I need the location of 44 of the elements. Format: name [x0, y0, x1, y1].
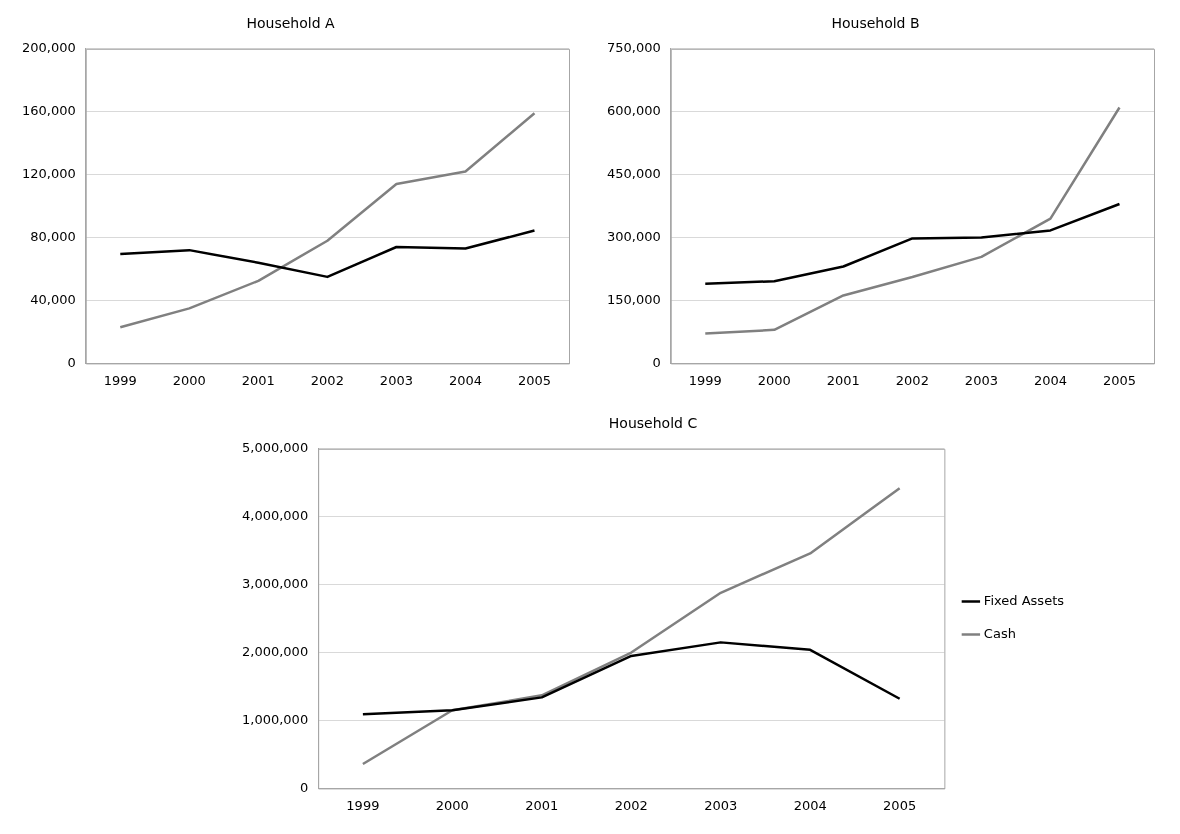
- legend-label: Fixed Assets: [983, 592, 1065, 608]
- x-tick-label: 1999: [346, 797, 380, 813]
- x-tick-label: 2002: [895, 372, 929, 388]
- x-tick-label: 2004: [1033, 372, 1067, 388]
- y-tick-label: 160,000: [21, 103, 76, 119]
- x-tick-label: 2000: [172, 372, 206, 388]
- x-tick-label: 2004: [793, 797, 827, 813]
- y-tick-label: 0: [652, 354, 661, 370]
- y-tick-label: 150,000: [606, 291, 661, 307]
- y-tick-label: 300,000: [606, 228, 661, 244]
- legend-label: Cash: [983, 625, 1016, 641]
- y-tick-label: 2,000,000: [241, 643, 309, 659]
- y-tick-label: 1,000,000: [241, 711, 309, 727]
- x-tick-label: 2003: [964, 372, 998, 388]
- x-tick-label: 1999: [688, 372, 722, 388]
- x-tick-label: 1999: [103, 372, 137, 388]
- y-tick-label: 5,000,000: [241, 440, 309, 456]
- x-tick-label: 2002: [310, 372, 344, 388]
- y-tick-label: 40,000: [30, 291, 76, 307]
- y-tick-label: 0: [299, 779, 309, 795]
- chart-title: Household C: [608, 415, 698, 432]
- y-tick-label: 80,000: [30, 228, 76, 244]
- y-tick-label: 3,000,000: [241, 576, 309, 592]
- x-tick-label: 2003: [704, 797, 738, 813]
- y-tick-label: 0: [67, 354, 76, 370]
- x-tick-label: 2003: [379, 372, 413, 388]
- x-tick-label: 2005: [1102, 372, 1137, 388]
- x-tick-label: 2001: [525, 797, 559, 813]
- x-tick-label: 2005: [517, 372, 552, 388]
- x-tick-label: 2005: [883, 797, 917, 813]
- y-tick-label: 750,000: [606, 40, 661, 56]
- x-tick-label: 2001: [826, 372, 860, 388]
- chart-title: Household A: [246, 15, 335, 32]
- x-tick-label: 2004: [448, 372, 482, 388]
- y-tick-label: 450,000: [606, 166, 661, 182]
- y-tick-label: 120,000: [21, 166, 76, 182]
- x-tick-label: 2000: [757, 372, 791, 388]
- x-tick-label: 2000: [435, 797, 469, 813]
- y-tick-label: 600,000: [606, 103, 661, 119]
- x-tick-label: 2002: [614, 797, 648, 813]
- x-tick-label: 2001: [241, 372, 275, 388]
- y-tick-label: 200,000: [21, 40, 76, 56]
- chart-title: Household B: [831, 15, 920, 32]
- y-tick-label: 4,000,000: [241, 508, 309, 524]
